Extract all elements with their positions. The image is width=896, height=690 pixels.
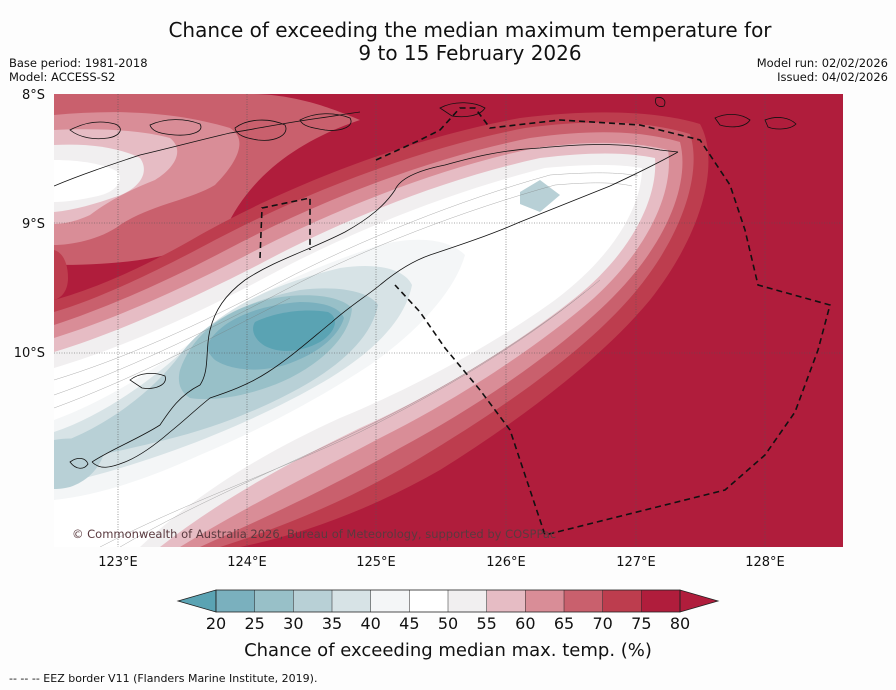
colorbar-segment [602, 590, 642, 612]
coast-islands-3 [234, 119, 287, 141]
coast-islands-4 [299, 113, 352, 131]
colorbar-segment [409, 590, 448, 612]
base-period: Base period: 1981-2018 [9, 56, 148, 70]
colorbar-segment [525, 590, 564, 612]
colorbar-tick-label: 60 [515, 614, 535, 633]
colorbar-tick-label: 20 [206, 614, 226, 633]
meta-left: Base period: 1981-2018 Model: ACCESS-S2 [9, 56, 148, 84]
eez-footnote: -- -- -- EEZ border V11 (Flanders Marine… [9, 672, 318, 685]
band-20 [253, 310, 335, 351]
title-line-1: Chance of exceeding the median maximum t… [168, 18, 772, 42]
coast-alor [129, 372, 166, 389]
coast-islands-2 [149, 119, 202, 136]
coast-ne-1 [655, 97, 666, 107]
coast-timor-north [91, 144, 679, 463]
lat-label-10s: 10°S [14, 346, 45, 361]
colorbar-segment [564, 590, 603, 612]
model-name: Model: ACCESS-S2 [9, 70, 116, 84]
lat-label-9s: 9°S [22, 217, 45, 232]
contour-lines [54, 172, 639, 547]
colorbar-tick-label: 35 [322, 614, 342, 633]
title-line-2: 9 to 15 February 2026 [358, 41, 582, 65]
colorbar-tick-label: 40 [360, 614, 380, 633]
forecast-map: © Commonwealth of Australia 2026, Bureau… [54, 94, 843, 547]
coast-sw [69, 458, 89, 469]
colorbar: 20 25 30 35 40 45 50 55 60 65 70 75 80 [176, 589, 720, 633]
coastlines [54, 97, 797, 469]
colorbar-label: Chance of exceeding median max. temp. (%… [244, 640, 652, 661]
colorbar-segment [216, 590, 255, 612]
coast-timor-south [91, 151, 679, 468]
colorbar-extend-high [679, 589, 720, 613]
colorbar-segment [486, 590, 526, 612]
colorbar-segment [448, 590, 487, 612]
colorbar-tick-label: 55 [476, 614, 496, 633]
graticule [54, 94, 843, 547]
colorbar-segment [370, 590, 410, 612]
colorbar-extend-low [176, 589, 217, 613]
ne-blue-patch [520, 180, 560, 212]
eez-border [259, 107, 831, 536]
lat-label-8s: 8°S [22, 88, 45, 103]
coast-islands-1 [69, 121, 121, 140]
model-run: Model run: 02/02/2026 [756, 56, 888, 70]
lon-label-127e: 127°E [616, 555, 656, 570]
nw-lobe-50 [54, 160, 120, 202]
colorbar-segment [293, 590, 332, 612]
sw-blue-patch [54, 438, 105, 489]
colorbar-tick-label: 70 [592, 614, 612, 633]
colorbar-tick-label: 25 [244, 614, 264, 633]
colorbar-tick-label: 45 [399, 614, 419, 633]
colorbar-segment [254, 590, 294, 612]
lon-labels: 123°E 124°E 125°E 126°E 127°E 128°E [98, 555, 785, 570]
colorbar-segment [641, 590, 680, 612]
coast-wetar [439, 102, 486, 118]
colorbar-tick-label: 50 [438, 614, 458, 633]
lon-label-125e: 125°E [356, 555, 396, 570]
lon-label-124e: 124°E [227, 555, 267, 570]
issued-date: Issued: 04/02/2026 [777, 70, 888, 84]
colorbar-tick-label: 30 [283, 614, 303, 633]
copyright-text: © Commonwealth of Australia 2026, Bureau… [72, 527, 556, 541]
lon-label-123e: 123°E [98, 555, 138, 570]
colorbar-segment [332, 590, 371, 612]
colorbar-tick-label: 80 [670, 614, 690, 633]
coast-ne-3 [764, 117, 797, 130]
colorbar-tick-label: 65 [554, 614, 574, 633]
chart-title: Chance of exceeding the median maximum t… [0, 19, 896, 65]
lon-label-128e: 128°E [745, 555, 785, 570]
lat-labels: 8°S 9°S 10°S [14, 88, 45, 361]
coast-ne-2 [714, 114, 751, 128]
nw-dark-blob [54, 250, 68, 300]
colorbar-tick-label: 75 [631, 614, 651, 633]
lon-label-126e: 126°E [486, 555, 526, 570]
coast-flores-strip [54, 111, 361, 187]
meta-right: Model run: 02/02/2026 Issued: 04/02/2026 [757, 56, 888, 84]
